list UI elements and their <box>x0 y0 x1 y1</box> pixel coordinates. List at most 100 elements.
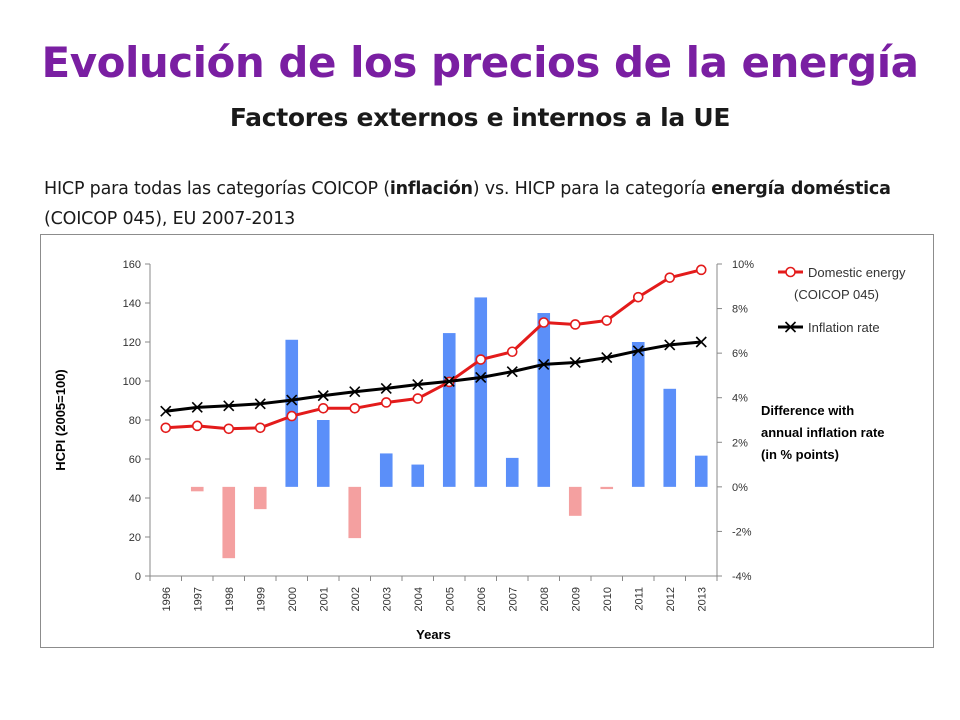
inflation-rate-point-2001 <box>317 390 329 402</box>
inflation-rate-point-2002 <box>349 386 361 398</box>
x-marker-stroke <box>191 401 203 413</box>
y-tick-label-right: 6% <box>732 348 748 360</box>
difference-bar-2009 <box>568 486 582 516</box>
y-tick-label-left: 40 <box>129 493 141 505</box>
domestic-energy-point-2003 <box>380 397 392 408</box>
domestic-energy-point-2002 <box>349 403 361 414</box>
x-marker-stroke <box>475 371 487 384</box>
y-axis-title: HCPI (2005=100) <box>53 369 68 471</box>
domestic-energy-point-2007 <box>506 346 518 358</box>
chart-axes: 0 20 40 60 80 100 120 140 160 -4% -2% 0% 2% 4% 6% 8% 10%… <box>53 259 754 642</box>
legend-marker-inflation-rate <box>784 321 797 333</box>
x-tick-label: 2003 <box>381 587 393 611</box>
domestic-energy-point-1999 <box>254 422 266 434</box>
description-bold-energy: energía doméstica <box>711 179 891 199</box>
x-marker-stroke <box>695 336 707 348</box>
x-marker-stroke <box>160 405 172 417</box>
x-tick-label: 2007 <box>507 587 519 611</box>
difference-bar-2007 <box>505 457 519 487</box>
slide-subtitle: Factores externos e internos a la UE <box>229 103 731 132</box>
domestic-energy-point-2009 <box>569 319 581 330</box>
inflation-rate-point-2008 <box>538 358 550 370</box>
difference-bar-2011 <box>631 342 645 487</box>
difference-bar-1998 <box>222 486 236 559</box>
x-marker-stroke <box>506 366 518 378</box>
annotation-line-3: (in % points) <box>761 447 839 462</box>
difference-bar-2002 <box>348 486 362 539</box>
x-tick-label: 2012 <box>665 587 677 611</box>
x-tick-label: 2008 <box>539 587 551 611</box>
x-marker-stroke <box>380 382 392 394</box>
x-tick-label: 1997 <box>192 587 204 611</box>
x-tick-label: 1998 <box>224 587 236 611</box>
x-marker-stroke <box>286 394 298 406</box>
x-marker-stroke <box>664 339 676 351</box>
y-tick-label-right: 0% <box>732 482 748 494</box>
x-tick-label: 2009 <box>570 587 582 611</box>
description-text-2: ) vs. HICP para la categoría <box>472 179 712 199</box>
inflation-rate-point-2003 <box>380 382 392 394</box>
chart-legend: Domestic energy (COICOP 045) Inflation rat… <box>778 265 906 335</box>
domestic-energy-point-2013 <box>695 264 707 276</box>
y-tick-label-right: 8% <box>732 304 748 316</box>
inflation-rate-point-2007 <box>506 366 518 378</box>
legend-label-domestic-energy-line2: (COICOP 045) <box>794 287 879 302</box>
domestic-energy-point-2011 <box>632 291 644 303</box>
domestic-energy-point-2008 <box>538 317 550 328</box>
x-tick-label: 2010 <box>602 587 614 611</box>
domestic-energy-point-2001 <box>317 403 329 414</box>
difference-bars <box>190 297 708 559</box>
x-tick-label: 2000 <box>287 587 299 611</box>
y-tick-label-left: 100 <box>123 376 141 388</box>
difference-bar-2012 <box>663 388 677 487</box>
x-tick-label: 1996 <box>161 587 173 611</box>
difference-bar-2004 <box>411 464 425 487</box>
domestic-energy-point-2012 <box>664 272 676 283</box>
y-tick-label-right: 2% <box>732 437 748 449</box>
y-tick-label-right: 10% <box>732 259 754 271</box>
x-marker-stroke <box>254 398 266 410</box>
legend-label-inflation-rate: Inflation rate <box>808 320 880 335</box>
difference-bar-2010 <box>600 486 614 490</box>
inflation-rate-point-2012 <box>664 339 676 351</box>
x-marker-stroke <box>317 390 329 402</box>
x-tick-label: 2002 <box>350 587 362 611</box>
difference-bar-2001 <box>316 420 330 487</box>
difference-bar-2003 <box>379 453 393 487</box>
inflation-rate-point-2011 <box>632 345 644 357</box>
inflation-rate-point-2010 <box>601 352 613 364</box>
inflation-rate-point-1996 <box>160 405 172 417</box>
y-tick-label-left: 20 <box>129 532 141 544</box>
x-marker-stroke <box>601 352 613 364</box>
x-marker-stroke <box>632 345 644 357</box>
description-text-3: (COICOP 045), EU 2007-2013 <box>44 209 296 229</box>
inflation-rate-point-2009 <box>569 356 581 369</box>
annotation-line-2: annual inflation rate <box>761 425 885 440</box>
x-marker-stroke <box>349 386 361 398</box>
inflation-rate-point-2000 <box>286 394 298 406</box>
y-tick-label-left: 160 <box>123 259 141 271</box>
x-tick-label: 1999 <box>255 587 267 611</box>
combo-chart: 0 20 40 60 80 100 120 140 160 -4% -2% 0% 2% 4% 6% 8% 10%… <box>53 259 906 642</box>
x-tick-label: 2011 <box>633 587 645 611</box>
x-marker-stroke <box>223 400 235 412</box>
x-tick-label: 2006 <box>476 587 488 611</box>
chart-lines <box>160 264 707 435</box>
y-tick-label-right: 4% <box>732 393 748 405</box>
x-axis-title: Years <box>416 627 451 642</box>
annotation-line-1: Difference with <box>761 403 854 418</box>
difference-bar-2008 <box>537 313 551 487</box>
domestic-energy-point-2000 <box>286 410 298 422</box>
y-tick-label-left: 80 <box>129 415 141 427</box>
chart-frame: 0 20 40 60 80 100 120 140 160 -4% -2% 0% 2% 4% 6% 8% 10%… <box>40 234 934 648</box>
description-text-1: HICP para todas las categorías COICOP ( <box>44 179 390 199</box>
legend-label-domestic-energy-line1: Domestic energy <box>808 265 906 280</box>
y-tick-label-left: 120 <box>123 337 141 349</box>
chart-description: HICP para todas las categorías COICOP (i… <box>44 174 924 234</box>
x-marker-stroke <box>443 375 455 387</box>
difference-bar-2013 <box>694 455 708 487</box>
inflation-rate-point-2006 <box>475 371 487 384</box>
difference-bar-2006 <box>474 297 488 487</box>
domestic-energy-point-1998 <box>223 423 235 435</box>
inflation-rate-point-1997 <box>191 401 203 413</box>
